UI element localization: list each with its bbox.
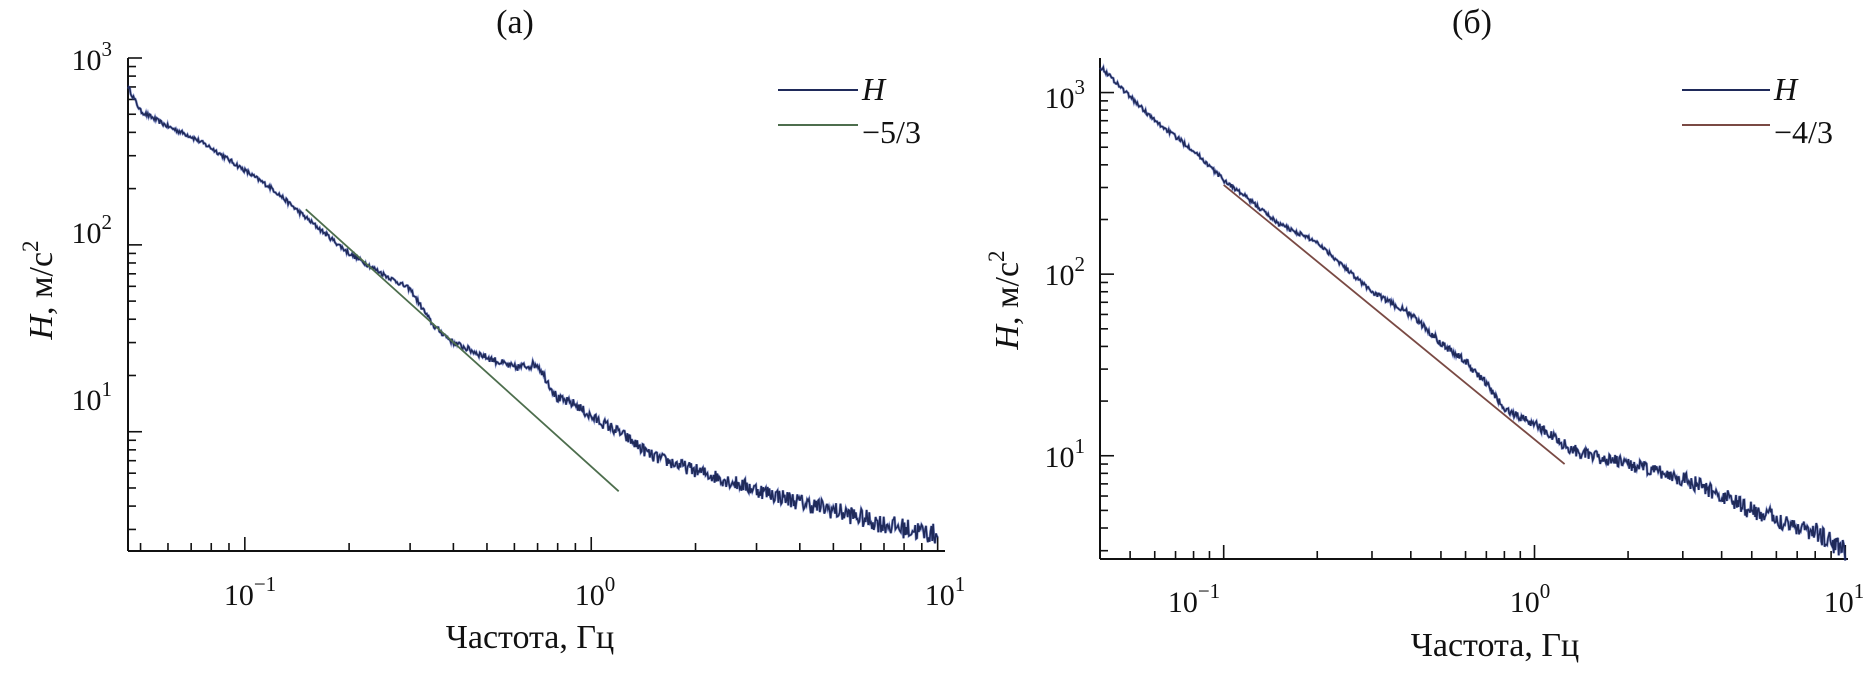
- chart-panel-b: (б) 10−1 100 101 103 102 101 Частота, Гц…: [984, 4, 1864, 664]
- chart-panel-a: (а) 10−1 100 101 103 102 101 Частота, Гц…: [18, 4, 965, 656]
- y-axis-label-a: H, м/с2: [18, 240, 60, 340]
- x-axis-label-b: Частота, Гц: [1411, 627, 1579, 664]
- series-line-2: [1223, 184, 1566, 465]
- panel-label-b: (б): [1452, 4, 1492, 41]
- x-tick-label-b-1: 10−1: [1168, 579, 1220, 619]
- y-tick-label-a-3: 103: [72, 37, 113, 77]
- legend-label-a-slope: −5/3: [862, 114, 921, 150]
- plot-area-b: [1098, 63, 1847, 561]
- x-axis-label-a: Частота, Гц: [446, 619, 614, 656]
- tick-marks-a: [128, 57, 939, 551]
- y-tick-label-b-3: 103: [1045, 75, 1086, 115]
- series-line-1-halo: [1098, 63, 1847, 561]
- legend-a: H −5/3: [778, 71, 921, 150]
- x-tick-label-a-1: 10−1: [224, 572, 276, 612]
- y-tick-label-a-2: 102: [72, 210, 113, 250]
- x-tick-label-a-3: 101: [925, 572, 966, 612]
- legend-label-b-h: H: [1773, 71, 1799, 107]
- panel-label-a: (а): [496, 4, 534, 41]
- y-axis-label-b: H, м/с2: [984, 250, 1026, 350]
- legend-label-a-h: H: [861, 71, 887, 107]
- tick-marks-b: [1099, 91, 1847, 559]
- series-line-1: [1099, 64, 1847, 561]
- series-line-1-halo: [126, 84, 939, 544]
- plot-area-a: [126, 84, 939, 544]
- legend-label-b-slope: −4/3: [1774, 114, 1833, 150]
- x-tick-label-b-2: 100: [1510, 579, 1551, 619]
- series-line-1: [127, 85, 939, 544]
- y-tick-label-b-2: 102: [1045, 252, 1086, 292]
- y-tick-label-a-1: 101: [72, 377, 113, 417]
- x-tick-label-b-3: 101: [1824, 579, 1865, 619]
- legend-b: H −4/3: [1682, 71, 1833, 150]
- y-tick-label-b-1: 101: [1045, 434, 1086, 474]
- x-tick-label-a-2: 100: [575, 572, 616, 612]
- series-line-2: [305, 208, 620, 492]
